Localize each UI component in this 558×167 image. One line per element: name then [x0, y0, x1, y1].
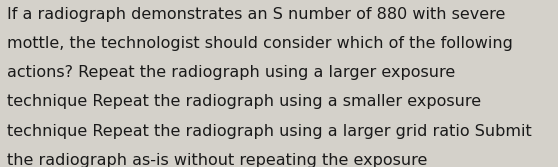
- Text: If a radiograph demonstrates an S number of 880 with severe: If a radiograph demonstrates an S number…: [7, 7, 506, 22]
- Text: actions? Repeat the radiograph using a larger exposure: actions? Repeat the radiograph using a l…: [7, 65, 455, 80]
- Text: technique Repeat the radiograph using a larger grid ratio Submit: technique Repeat the radiograph using a …: [7, 124, 532, 139]
- Text: the radiograph as-is without repeating the exposure: the radiograph as-is without repeating t…: [7, 153, 427, 167]
- Text: technique Repeat the radiograph using a smaller exposure: technique Repeat the radiograph using a …: [7, 94, 482, 109]
- Text: mottle, the technologist should consider which of the following: mottle, the technologist should consider…: [7, 36, 513, 51]
